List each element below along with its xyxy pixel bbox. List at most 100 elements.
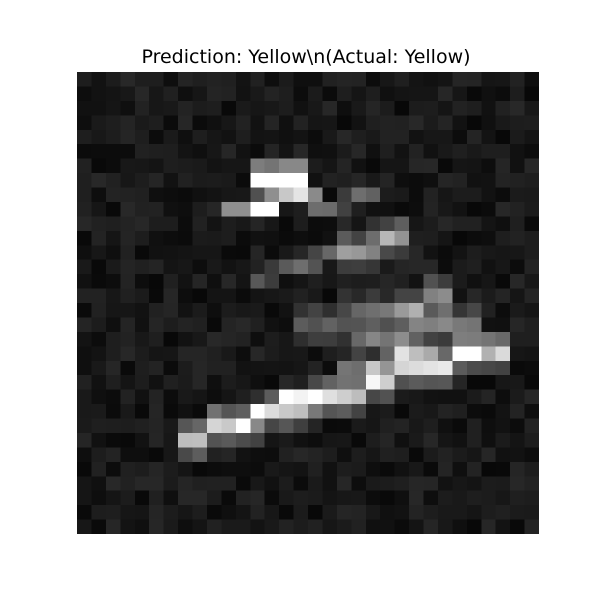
pixel: [192, 331, 207, 347]
pixel: [308, 216, 323, 231]
pixel: [322, 245, 337, 260]
pixel: [308, 303, 323, 318]
pixel: [77, 158, 92, 174]
pixel: [264, 187, 280, 202]
pixel: [394, 216, 410, 231]
pixel: [466, 245, 482, 260]
pixel: [466, 100, 482, 116]
pixel: [235, 274, 251, 289]
pixel: [423, 173, 438, 188]
pixel: [481, 115, 496, 130]
pixel: [235, 230, 251, 246]
pixel: [365, 201, 381, 217]
pixel: [149, 100, 164, 116]
pixel: [380, 519, 395, 534]
pixel: [250, 432, 265, 448]
pixel: [524, 245, 539, 260]
pixel: [394, 375, 410, 390]
pixel: [481, 476, 496, 491]
pixel: [466, 317, 482, 332]
pixel: [380, 476, 395, 491]
pixel: [437, 201, 453, 217]
pixel: [163, 317, 179, 332]
pixel: [322, 331, 337, 347]
pixel: [163, 158, 179, 174]
pixel: [293, 476, 308, 491]
pixel: [279, 331, 294, 347]
pixel: [77, 447, 92, 462]
pixel: [235, 447, 251, 462]
pixel: [495, 519, 511, 534]
pixel: [510, 375, 525, 390]
pixel: [206, 461, 222, 477]
pixel: [206, 447, 222, 462]
pixel: [409, 245, 424, 260]
pixel: [437, 288, 453, 303]
pixel: [206, 432, 222, 448]
pixel: [495, 331, 511, 347]
pixel: [524, 447, 539, 462]
pixel: [466, 360, 482, 376]
pixel: [380, 505, 395, 520]
pixel: [394, 288, 410, 303]
pixel: [481, 201, 496, 217]
pixel: [279, 158, 294, 174]
pixel: [351, 505, 366, 520]
pixel: [77, 173, 92, 188]
pixel: [163, 476, 179, 491]
pixel: [178, 519, 193, 534]
pixel: [365, 173, 381, 188]
pixel: [423, 288, 438, 303]
pixel: [466, 72, 482, 87]
pixel: [105, 389, 121, 405]
pixel: [279, 201, 294, 217]
pixel: [134, 476, 150, 491]
pixel: [394, 129, 410, 145]
pixel: [192, 389, 207, 405]
pixel: [250, 346, 265, 361]
pixel: [351, 72, 366, 87]
pixel: [423, 201, 438, 217]
pixel: [105, 201, 121, 217]
pixel: [394, 490, 410, 506]
pixel: [206, 201, 222, 217]
pixel: [235, 404, 251, 419]
pixel: [524, 317, 539, 332]
pixel: [409, 259, 424, 275]
pixel: [192, 201, 207, 217]
pixel: [206, 418, 222, 433]
pixel: [322, 129, 337, 145]
pixel: [250, 461, 265, 477]
pixel: [163, 100, 179, 116]
pixel: [437, 346, 453, 361]
pixel: [250, 447, 265, 462]
pixel: [495, 158, 511, 174]
pixel: [524, 100, 539, 116]
pixel: [466, 404, 482, 419]
pixel: [221, 173, 236, 188]
pixel: [308, 259, 323, 275]
pixel: [120, 360, 135, 376]
pixel: [336, 317, 352, 332]
pixel: [452, 187, 467, 202]
pixel: [120, 129, 135, 145]
pixel: [322, 303, 337, 318]
pixel: [437, 317, 453, 332]
pixel: [437, 230, 453, 246]
pixel: [163, 519, 179, 534]
pixel: [365, 288, 381, 303]
pixel: [293, 144, 308, 159]
pixel: [77, 317, 92, 332]
pixel: [466, 187, 482, 202]
pixel: [105, 86, 121, 101]
pixel: [235, 144, 251, 159]
pixel: [510, 115, 525, 130]
pixel: [351, 360, 366, 376]
pixel: [466, 476, 482, 491]
pixel: [380, 389, 395, 405]
pixel: [206, 331, 222, 347]
pixel: [336, 129, 352, 145]
pixel: [77, 72, 92, 87]
pixel: [510, 72, 525, 87]
